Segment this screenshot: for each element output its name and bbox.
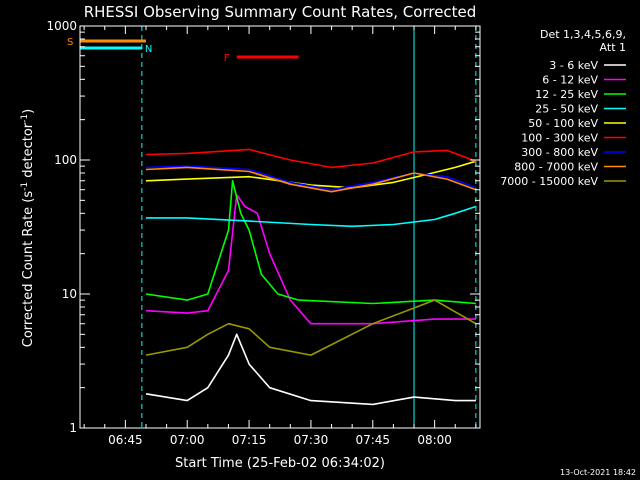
y-axis-label-exp2: -1 xyxy=(20,114,30,123)
y-axis-label-end: ) xyxy=(21,109,36,114)
legend-label-6-12-kev: 6 - 12 keV xyxy=(542,74,598,87)
legend-header-line1: Det 1,3,4,5,6,9, xyxy=(540,28,626,41)
timestamp: 13-Oct-2021 18:42 xyxy=(560,468,636,477)
legend-label-25-50-kev: 25 - 50 keV xyxy=(535,103,598,116)
series-line-7000-15000-kev xyxy=(145,299,477,356)
legend-label-50-100-kev: 50 - 100 keV xyxy=(528,117,598,130)
legend-label-12-25-kev: 12 - 25 keV xyxy=(535,88,598,101)
y-axis-label: Corrected Count Rate (s-1 detector-1) xyxy=(20,109,36,347)
legend: Det 1,3,4,5,6,9,Att 13 - 6 keV 6 - 12 keV… xyxy=(500,28,626,188)
chart-title: RHESSI Observing Summary Count Rates, Co… xyxy=(84,3,477,21)
series-line-3-6-kev xyxy=(145,333,476,406)
y-tick-label: 10 xyxy=(62,287,77,301)
flag-label-f: F xyxy=(224,53,230,64)
series-line-300-800-kev xyxy=(145,165,477,191)
plot-frame xyxy=(79,25,481,429)
y-tick-label: 1 xyxy=(69,421,77,435)
legend-label-100-300-kev: 100 - 300 keV xyxy=(521,132,598,145)
flag-label-n: N xyxy=(145,44,152,55)
y-axis: 1 10 100 1000 xyxy=(46,19,480,435)
flag-bars: S N F xyxy=(67,37,299,64)
series-line-800-7000-kev xyxy=(145,166,477,193)
series-line-12-25-kev xyxy=(145,180,476,305)
y-tick-label: 1000 xyxy=(46,19,77,33)
x-axis-label: Start Time (25-Feb-02 06:34:02) xyxy=(175,456,385,471)
x-axis: 06:45 07:00 07:15 07:30 07:45 08:00 xyxy=(83,26,477,447)
legend-label-3-6-kev: 3 - 6 keV xyxy=(549,59,598,72)
x-tick-label: 08:00 xyxy=(417,433,452,447)
legend-label-7000-15000-kev: 7000 - 15000 keV xyxy=(500,175,598,188)
legend-label-800-7000-kev: 800 - 7000 keV xyxy=(514,161,598,174)
legend-header-line2: Att 1 xyxy=(600,41,626,54)
y-axis-label-main: Corrected Count Rate (s xyxy=(21,191,36,348)
y-axis-label-exp1: -1 xyxy=(20,182,30,191)
series-line-100-300-kev xyxy=(145,148,477,169)
flag-label-s: S xyxy=(67,37,73,48)
y-axis-label-mid: detector xyxy=(21,122,36,182)
x-tick-label: 07:45 xyxy=(355,433,390,447)
y-tick-label: 100 xyxy=(54,153,77,167)
x-tick-label: 06:45 xyxy=(108,433,143,447)
series-line-25-50-kev xyxy=(146,205,477,228)
x-tick-label: 07:15 xyxy=(232,433,267,447)
series-lines xyxy=(145,148,477,406)
x-tick-label: 07:00 xyxy=(170,433,205,447)
x-tick-label: 07:30 xyxy=(294,433,329,447)
legend-label-300-800-kev: 300 - 800 keV xyxy=(521,146,598,159)
